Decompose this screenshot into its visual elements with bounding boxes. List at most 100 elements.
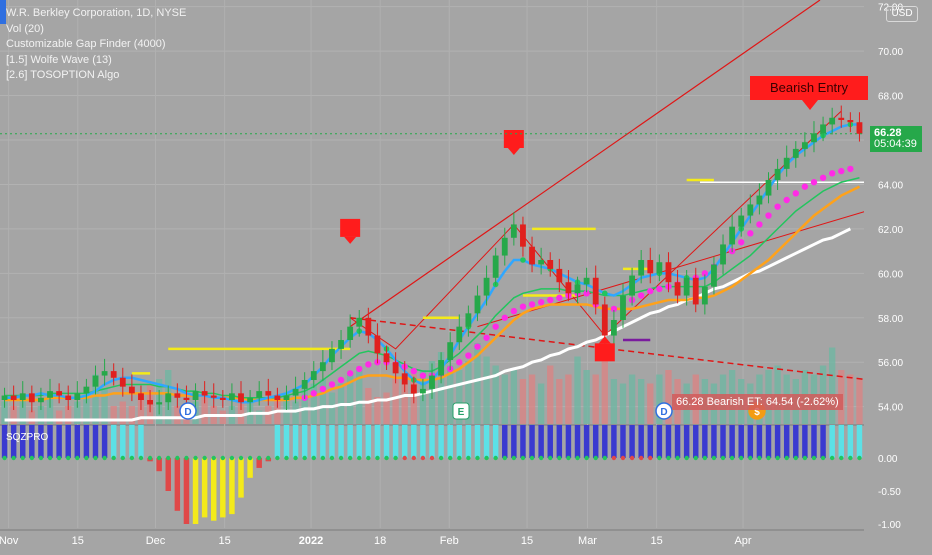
squeeze-bar bbox=[74, 425, 81, 458]
bearish-entry-label: Bearish Entry bbox=[750, 76, 868, 100]
candle bbox=[520, 224, 526, 247]
trend-dot bbox=[602, 290, 608, 297]
candle bbox=[56, 391, 63, 396]
candle bbox=[138, 393, 144, 400]
legend-gap-finder[interactable]: Customizable Gap Finder (4000) bbox=[6, 38, 166, 50]
legend-wolfe-wave[interactable]: [1.5] Wolfe Wave (13) bbox=[6, 53, 112, 66]
squeeze-bar bbox=[374, 425, 381, 458]
candle bbox=[401, 373, 408, 385]
squeeze-bar bbox=[829, 425, 835, 458]
squeeze-dot bbox=[129, 455, 135, 461]
squeeze-bar bbox=[29, 425, 35, 458]
event-badge-e: E bbox=[452, 402, 470, 420]
candle bbox=[765, 180, 772, 196]
squeeze-dot bbox=[684, 455, 689, 461]
algo-dot bbox=[637, 292, 645, 299]
candle bbox=[256, 391, 263, 398]
volume-bar bbox=[565, 374, 572, 424]
squeeze-dot bbox=[593, 455, 598, 461]
candle bbox=[301, 380, 308, 389]
symbol-title[interactable]: W.R. Berkley Corporation, 1D, NYSE bbox=[6, 7, 187, 19]
price-tick-label: 72.00 bbox=[878, 3, 903, 14]
candle bbox=[774, 168, 781, 180]
algo-dot bbox=[810, 179, 818, 186]
event-badge-shape bbox=[655, 402, 673, 420]
event-badge-shape bbox=[179, 402, 197, 420]
volume-bar bbox=[628, 374, 636, 424]
squeeze-bar bbox=[492, 425, 499, 458]
candle bbox=[711, 264, 717, 287]
volume-bar bbox=[519, 379, 527, 424]
candle bbox=[192, 391, 199, 400]
algo-dot bbox=[556, 294, 563, 301]
price-tick-label: 58.00 bbox=[878, 314, 903, 325]
candle bbox=[247, 397, 254, 403]
squeeze-dot bbox=[156, 455, 162, 461]
squeeze-dot bbox=[584, 455, 589, 461]
candle bbox=[165, 393, 172, 403]
candle bbox=[83, 386, 90, 394]
squeeze-bar bbox=[611, 425, 617, 458]
squeeze-bar bbox=[229, 458, 235, 515]
squeeze-dot bbox=[102, 455, 107, 461]
candle bbox=[319, 362, 326, 372]
volume-bar bbox=[501, 374, 508, 424]
candle bbox=[456, 326, 463, 343]
squeeze-bar bbox=[811, 425, 817, 458]
currency-button[interactable]: USD bbox=[886, 6, 918, 22]
squeeze-dot bbox=[420, 455, 426, 461]
time-tick-label: 18 bbox=[374, 535, 386, 547]
candle bbox=[647, 260, 654, 274]
volume-bar bbox=[556, 379, 563, 424]
squeeze-dot bbox=[338, 455, 344, 461]
squeeze-dot bbox=[793, 455, 798, 461]
price-axis-panel bbox=[864, 0, 932, 550]
algo-dot bbox=[847, 165, 854, 173]
squeeze-dot bbox=[611, 455, 617, 461]
candle bbox=[801, 142, 808, 149]
candle bbox=[419, 388, 426, 394]
squeeze-dot bbox=[393, 455, 398, 461]
volume-bar bbox=[92, 374, 99, 424]
squeeze-dot bbox=[538, 455, 544, 461]
candle bbox=[219, 397, 226, 400]
squeeze-bar bbox=[847, 425, 854, 458]
squeeze-dot bbox=[347, 455, 353, 461]
candle bbox=[110, 371, 117, 378]
squeeze-bar bbox=[547, 425, 553, 458]
squeeze-bar bbox=[502, 425, 508, 458]
candle bbox=[601, 304, 608, 336]
squeeze-bar bbox=[447, 425, 453, 458]
time-tick-label: Apr bbox=[734, 535, 751, 547]
squeeze-dot bbox=[484, 455, 489, 461]
candle bbox=[347, 326, 354, 340]
volume-bar bbox=[383, 392, 390, 424]
squeeze-bar bbox=[729, 425, 735, 458]
algo-dot bbox=[346, 370, 354, 377]
legend-volume[interactable]: Vol (20) bbox=[6, 22, 44, 35]
wolfe-point-marker bbox=[594, 343, 615, 362]
candle bbox=[183, 397, 190, 400]
algo-dot bbox=[465, 352, 472, 359]
algo-dot bbox=[337, 376, 345, 384]
squeeze-bar bbox=[392, 425, 399, 458]
legend-tosoption[interactable]: [2.6] TOSOPTION Algo bbox=[6, 69, 120, 81]
squeeze-bar bbox=[301, 425, 308, 458]
candle bbox=[638, 260, 645, 276]
candle bbox=[856, 122, 863, 134]
squeeze-bar bbox=[720, 425, 726, 458]
volume-bar bbox=[74, 401, 81, 424]
event-badge-text: D bbox=[660, 407, 667, 418]
candle bbox=[128, 386, 135, 394]
candle bbox=[501, 237, 508, 256]
bearish-entry-pointer bbox=[802, 100, 818, 110]
algo-dot bbox=[328, 381, 336, 388]
squeeze-dot bbox=[257, 455, 262, 461]
squeeze-bar bbox=[592, 425, 599, 458]
volume-bar bbox=[510, 370, 518, 424]
algo-dot bbox=[738, 239, 745, 246]
event-badge-d: D bbox=[179, 402, 197, 420]
time-tick-label: Dec bbox=[146, 535, 166, 547]
squeeze-bar bbox=[556, 425, 563, 458]
candle bbox=[610, 320, 617, 336]
